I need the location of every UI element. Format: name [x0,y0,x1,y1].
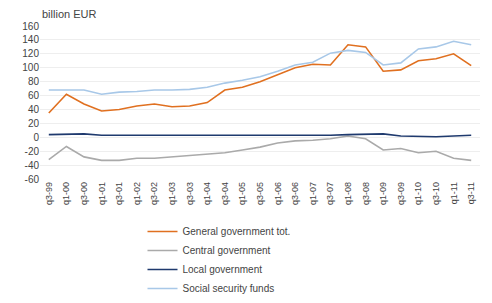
svg-text:q1-03: q1-03 [167,182,177,205]
svg-text:q1-05: q1-05 [237,182,247,205]
svg-text:q3-08: q3-08 [361,182,371,205]
svg-text:120: 120 [22,48,39,59]
svg-text:Central government: Central government [183,245,271,256]
svg-text:q3-05: q3-05 [255,182,265,205]
svg-text:q3-04: q3-04 [220,182,230,205]
svg-text:q1-10: q1-10 [413,182,423,205]
svg-text:60: 60 [28,90,40,101]
svg-text:q3-09: q3-09 [396,182,406,205]
svg-text:-40: -40 [25,160,40,171]
svg-text:q3-07: q3-07 [325,182,335,205]
svg-text:20: 20 [28,118,40,129]
svg-text:q3-10: q3-10 [431,182,441,205]
svg-text:160: 160 [22,21,39,32]
svg-text:-20: -20 [25,146,40,157]
svg-text:q1-02: q1-02 [132,182,142,205]
svg-text:q1-01: q1-01 [97,182,107,205]
svg-text:q3-02: q3-02 [149,182,159,205]
svg-text:General government tot.: General government tot. [183,226,291,237]
svg-text:q1-04: q1-04 [202,182,212,205]
svg-text:billion EUR: billion EUR [42,8,96,20]
svg-text:q1-11: q1-11 [449,182,459,204]
svg-text:q1-00: q1-00 [61,182,71,205]
svg-text:q1-09: q1-09 [378,182,388,205]
svg-text:q3-01: q3-01 [114,182,124,205]
svg-text:-60: -60 [25,174,40,185]
svg-text:140: 140 [22,34,39,45]
svg-text:q1-06: q1-06 [273,182,283,205]
svg-text:100: 100 [22,62,39,73]
svg-text:q3-99: q3-99 [44,182,54,205]
svg-text:40: 40 [28,104,40,115]
svg-text:Social security funds: Social security funds [183,283,275,294]
svg-text:0: 0 [33,132,39,143]
svg-text:q3-06: q3-06 [290,182,300,205]
svg-text:q1-07: q1-07 [308,182,318,205]
svg-text:80: 80 [28,76,40,87]
svg-text:q3-03: q3-03 [185,182,195,205]
svg-text:q3-00: q3-00 [79,182,89,205]
svg-text:q1-08: q1-08 [343,182,353,205]
svg-text:q3-11: q3-11 [466,182,476,204]
svg-text:Local government: Local government [183,264,263,275]
